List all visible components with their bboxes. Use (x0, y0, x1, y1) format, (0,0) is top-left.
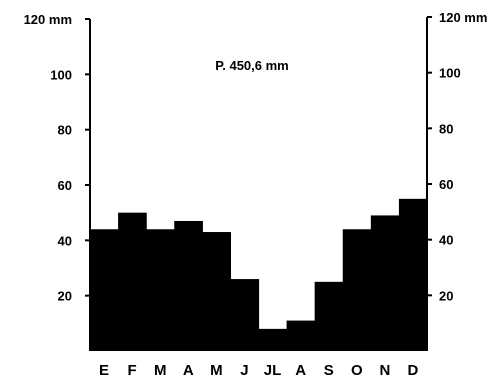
month-label-6: J (240, 362, 248, 379)
left-tick-label-80: 80 (58, 123, 72, 138)
right-tick-label-40: 40 (439, 233, 453, 248)
axes-group (85, 16, 432, 351)
bar-7 (258, 328, 288, 351)
right-tick-label-100: 100 (439, 66, 461, 81)
bar-11 (370, 215, 400, 351)
month-label-2: F (128, 362, 137, 379)
bar-3 (146, 229, 175, 351)
month-label-5: M (210, 362, 223, 379)
bar-5 (202, 232, 232, 351)
right-tick-label-120: 120 mm (439, 10, 487, 25)
month-label-10: O (351, 362, 363, 379)
month-label-1: E (99, 362, 109, 379)
bar-6 (230, 279, 260, 351)
bar-10 (342, 229, 372, 351)
bar-9 (314, 281, 344, 351)
month-label-12: D (408, 362, 419, 379)
total-precipitation-annotation: P. 450,6 mm (215, 58, 288, 73)
left-tick-label-20: 20 (58, 289, 72, 304)
left-tick-label-120: 120 mm (24, 12, 72, 27)
month-label-8: A (295, 362, 306, 379)
bar-1 (90, 229, 119, 351)
right-tick-label-20: 20 (439, 288, 453, 303)
bar-2 (118, 212, 147, 351)
right-tick-label-60: 60 (439, 177, 453, 192)
left-tick-label-40: 40 (58, 233, 72, 248)
right-tick-label-80: 80 (439, 121, 453, 136)
month-label-4: A (183, 362, 194, 379)
bars-group (90, 198, 428, 351)
bar-8 (286, 320, 316, 351)
month-label-11: N (379, 362, 390, 379)
month-label-9: S (324, 362, 334, 379)
month-label-3: M (154, 362, 167, 379)
left-tick-label-100: 100 (50, 67, 72, 82)
left-tick-label-60: 60 (58, 178, 72, 193)
month-label-7: JL (264, 362, 282, 379)
bar-12 (398, 198, 428, 351)
bar-4 (174, 220, 203, 351)
